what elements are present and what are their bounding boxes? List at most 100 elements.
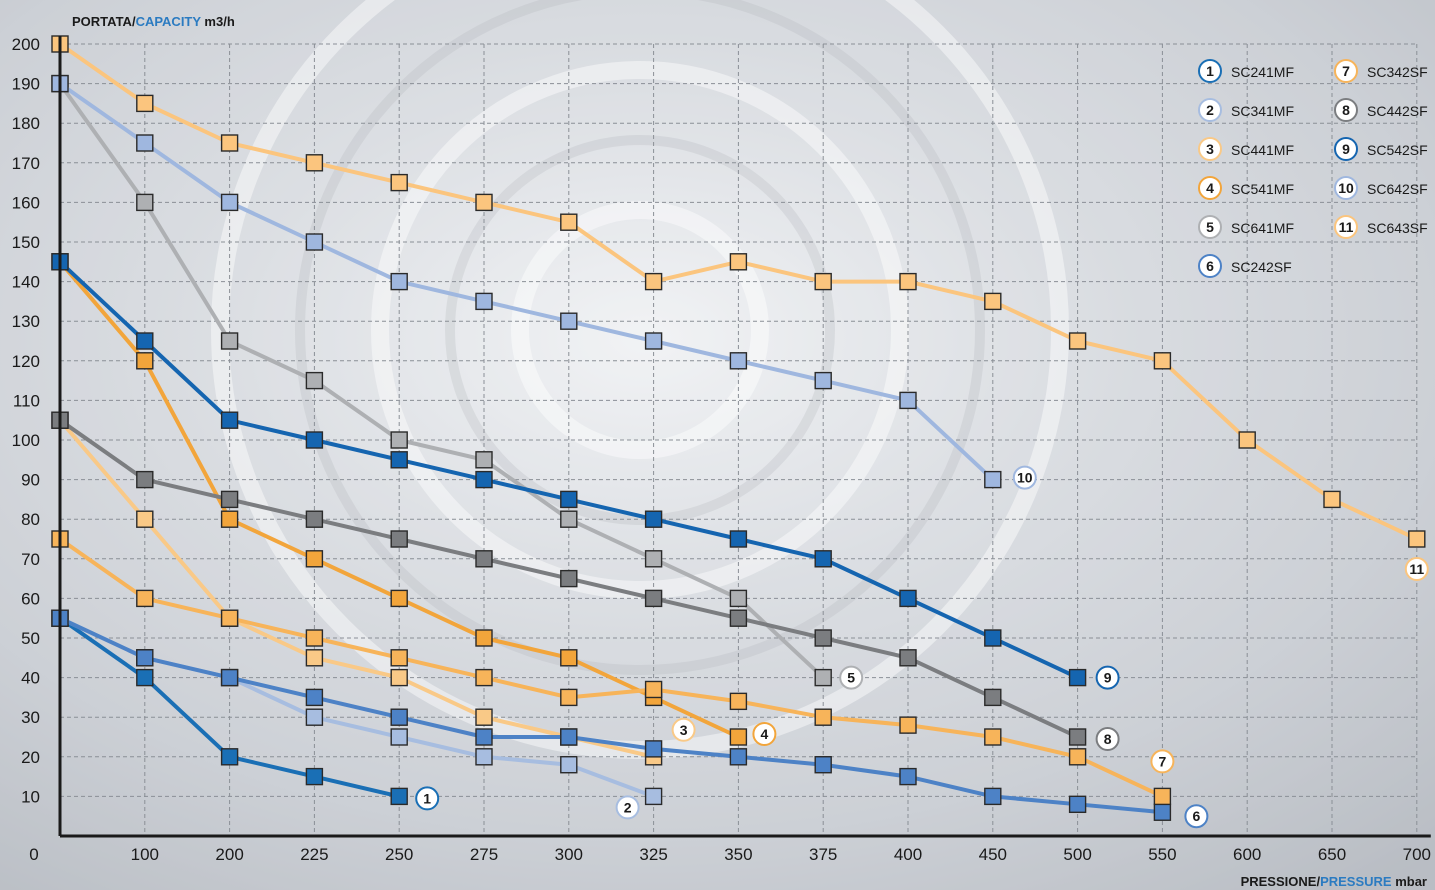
callout-badge-6: 6 (1184, 804, 1209, 829)
data-point (305, 688, 324, 707)
y-tick-label: 100 (12, 431, 40, 450)
data-point (729, 352, 748, 370)
y-tick-label: 60 (21, 589, 40, 608)
axes: 1020304050607080901001101201301401501601… (12, 35, 1431, 864)
data-point (390, 272, 408, 291)
data-point (136, 510, 154, 528)
data-point (644, 272, 663, 291)
data-point (136, 94, 154, 113)
callout-number: 5 (847, 670, 855, 686)
legend-label: SC643SF (1367, 220, 1428, 236)
data-point (814, 272, 832, 291)
y-tick-label: 40 (21, 669, 40, 688)
legend-item-5: 5 SC641MF (1198, 215, 1294, 239)
data-point (390, 787, 408, 806)
x-tick-label: 0 (29, 845, 38, 864)
data-point (305, 708, 324, 726)
legend-swatch (1334, 137, 1358, 161)
legend-swatch (1334, 215, 1358, 239)
data-point (1153, 803, 1172, 821)
y-axis-title-slash: / (131, 14, 136, 29)
x-tick-label: 350 (724, 845, 752, 864)
data-point (984, 728, 1002, 746)
data-point (560, 213, 578, 231)
data-point (899, 716, 917, 734)
callout-badge-9: 9 (1095, 665, 1120, 690)
series-5 (51, 74, 832, 687)
callout-badge-3: 3 (671, 717, 696, 742)
y-tick-label: 200 (12, 35, 40, 54)
data-point (644, 787, 663, 806)
data-point (560, 569, 578, 588)
data-point (560, 312, 578, 330)
series-line (58, 81, 826, 680)
data-point (1068, 332, 1087, 350)
series-8 (51, 411, 1087, 746)
series-11 (51, 35, 1426, 548)
data-point (390, 431, 408, 449)
data-point (1153, 787, 1172, 806)
data-point (390, 173, 408, 192)
data-point (136, 193, 154, 212)
data-point (305, 233, 324, 251)
callout-number: 2 (624, 799, 632, 815)
legend-swatch (1198, 98, 1222, 122)
legend-number: 8 (1342, 102, 1350, 118)
legend-number: 4 (1206, 180, 1214, 196)
legend-item-10: 10 SC642SF (1334, 176, 1428, 200)
data-point (560, 728, 578, 746)
data-point (729, 530, 748, 548)
callout-badge-2: 2 (615, 795, 640, 820)
x-tick-label: 275 (470, 845, 498, 864)
data-point (305, 371, 324, 390)
y-tick-label: 70 (21, 550, 40, 569)
data-point (136, 470, 154, 489)
callout-number: 8 (1104, 731, 1112, 747)
legend-item-2: 2 SC341MF (1198, 98, 1294, 122)
legend-swatch (1198, 215, 1222, 239)
data-point (220, 668, 239, 687)
series-line (58, 616, 1165, 815)
data-point (644, 332, 663, 350)
data-point (1068, 748, 1087, 766)
data-point (644, 680, 663, 699)
series-layer (51, 35, 1426, 821)
x-tick-label: 200 (215, 845, 243, 864)
series-10 (51, 74, 1002, 489)
callout-circle (839, 665, 864, 690)
callout-badge-4: 4 (752, 722, 777, 746)
legend-swatch (1198, 59, 1222, 83)
data-point (220, 134, 239, 152)
legend: 1 SC241MF 2 SC341MF 3 SC441MF 4 SC541MF 5 SC641MF… (1198, 59, 1428, 278)
x-tick-label: 250 (385, 845, 413, 864)
x-tick-label: 300 (555, 845, 583, 864)
series-line (58, 81, 995, 482)
data-point (305, 767, 324, 786)
y-tick-label: 80 (21, 510, 40, 529)
callout-badge-8: 8 (1095, 727, 1120, 751)
data-point (390, 589, 408, 608)
data-point (475, 550, 493, 568)
legend-number: 5 (1206, 219, 1214, 235)
y-tick-label: 160 (12, 193, 40, 212)
legend-label: SC341MF (1231, 103, 1294, 119)
data-point (814, 708, 832, 726)
callout-number: 7 (1159, 753, 1167, 769)
series-callouts: 1 2 3 4 5 6 7 8 9 10 11 (415, 465, 1429, 829)
data-point (136, 332, 154, 350)
legend-label: SC442SF (1367, 103, 1428, 119)
data-point (729, 589, 748, 608)
callout-circle (1404, 557, 1429, 581)
x-tick-label: 400 (894, 845, 922, 864)
data-point (220, 193, 239, 212)
data-point (560, 756, 578, 774)
data-point (814, 668, 832, 687)
data-point (220, 332, 239, 350)
y-axis-title-en: CAPACITY (135, 14, 201, 29)
data-point (729, 609, 748, 627)
callout-badge-10: 10 (1012, 465, 1037, 490)
legend-swatch (1334, 176, 1358, 200)
callout-number: 9 (1104, 670, 1112, 686)
